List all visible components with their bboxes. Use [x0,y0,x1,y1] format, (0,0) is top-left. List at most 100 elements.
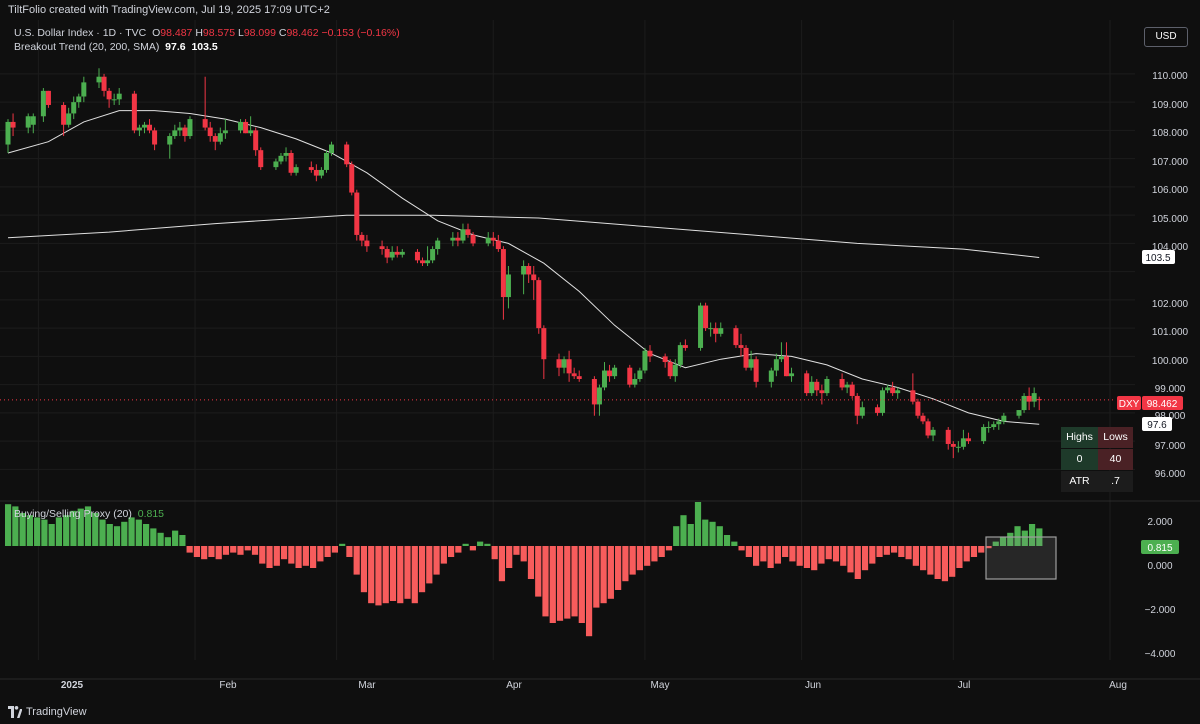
osc-bar [135,519,142,546]
candle [5,119,11,153]
candle-body [773,359,779,371]
osc-bar [890,546,898,553]
time-axis[interactable]: 2025 Feb Mar Apr May Jun Jul Aug [61,680,1127,691]
osc-bar [142,524,150,546]
osc-bar [869,546,876,564]
candle [981,424,987,444]
candle-body [601,370,607,388]
price-axis[interactable]: 110.000 109.000 108.000 107.000 106.000 … [1117,71,1189,480]
osc-bar [208,546,215,557]
highs-value: 0 [1061,449,1098,470]
candle [733,325,739,348]
osc-bar [440,546,447,564]
price-label: 106.000 [1152,185,1189,196]
candle [495,234,501,252]
candle-body [465,229,471,235]
indicator1-legend[interactable]: Breakout Trend (20, 200, SMA) 97.6 103.5 [14,41,218,53]
candle-body [308,167,314,170]
candle [500,246,506,320]
candle-body [849,384,855,396]
osc-bar [571,546,578,617]
candle [106,88,112,108]
candle [182,124,188,142]
osc-bar [796,546,803,566]
oscillator-axis[interactable]: 2.000 0.000 −2.000 −4.000 0.815 [1141,517,1179,660]
osc-bar [978,546,985,553]
candle [273,158,279,170]
osc-bar [861,546,869,571]
indicator1-value2: 103.5 [191,41,218,53]
candle [435,237,441,255]
osc-bar [339,543,346,546]
candle-body [612,367,618,377]
candle-body [273,161,279,168]
sma200-badge-text: 103.5 [1145,253,1170,264]
candle [278,153,284,165]
candle-body [677,345,683,365]
candle [632,373,638,388]
candle-body [182,127,188,137]
osc-bar [302,546,309,566]
sma200-line [7,214,1040,258]
candle-body [354,192,360,235]
candle-body [288,153,294,173]
candle-body [521,266,527,275]
high-label: H [195,27,203,39]
candle-body [920,415,926,422]
osc-bar [506,546,513,568]
osc-bar [230,546,237,553]
open-label: O [152,27,161,39]
candle-body [394,251,400,255]
osc-bar [578,546,585,623]
candle-body [753,359,759,382]
candle-body [5,121,11,145]
candle [490,232,496,247]
footer: TradingView [0,700,1200,724]
osc-axis-label: 2.000 [1147,517,1172,528]
highs-header: Highs [1061,427,1098,448]
osc-bar [164,537,171,546]
osc-bar [716,526,723,546]
candle [991,421,997,430]
candle [768,367,774,388]
osc-bar [172,530,179,546]
candle [1016,410,1022,419]
candle [505,266,511,309]
osc-bar [854,546,861,579]
osc-bar [179,535,186,546]
osc-bar [999,537,1007,546]
candle-body [61,104,67,125]
price-label: 105.000 [1152,214,1189,225]
candle-body [207,127,213,137]
candle-body [819,390,825,394]
indicator2-legend[interactable]: Buying/Selling Proxy (20) 0.815 [14,508,164,520]
candle-body [323,153,329,170]
candle-body [96,76,102,83]
candle [308,161,314,173]
currency-button[interactable]: USD [1144,27,1188,47]
candle-body [116,93,122,100]
candle [859,401,865,419]
osc-bar [970,546,978,557]
osc-bar [251,546,259,555]
chart-area[interactable]: 110.000 109.000 108.000 107.000 106.000 … [0,20,1200,700]
sma200-badge [1142,250,1175,264]
osc-bar [789,546,796,562]
symbol-name: U.S. Dollar Index · 1D · TVC [14,27,147,39]
osc-bar [237,546,244,555]
osc-bar [375,546,382,606]
symbol-legend[interactable]: U.S. Dollar Index · 1D · TVC O98.487 H98… [14,27,400,39]
candle [1026,387,1032,411]
candle-body [642,350,648,371]
osc-bar [389,546,397,601]
candle [25,113,31,134]
candle [389,246,395,261]
candle-body [71,102,77,114]
candle [212,133,218,151]
candle-body [505,274,511,298]
osc-bar [266,546,273,568]
osc-bar [774,546,781,564]
candle [531,266,537,300]
candle-body [167,136,173,145]
candle [177,121,183,137]
